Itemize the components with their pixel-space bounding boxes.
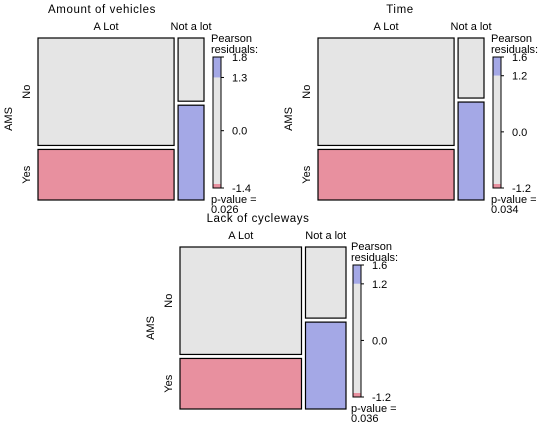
p-value: p-value = [211,194,257,206]
panel-title: Amount of vehicles [48,4,156,16]
mosaic-tile [37,37,175,147]
legend-negative-band [353,265,361,284]
legend-tick-label: 1.6 [372,260,387,272]
legend-tick-label: 1.2 [372,279,387,291]
legend-negative-band [493,57,501,76]
legend-title: residuals: [491,44,538,56]
p-value: 0.034 [491,204,519,216]
row-label: No [163,294,175,308]
row-variable-label: AMS [3,107,15,131]
legend-tick-label: 1.6 [512,52,527,64]
mosaic-tile [177,37,205,102]
legend-neutral-band [493,75,501,184]
legend-title: residuals: [351,252,398,264]
legend-tick-label: 1.3 [232,72,247,84]
legend-positive-band [213,184,221,188]
mosaic-panel-3: Lack of cycleways A Lot Not a lot No Yes AMS P… [145,213,398,425]
p-value: 0.036 [351,413,379,425]
mosaic-tile [179,357,303,410]
column-label: A Lot [94,21,119,33]
p-value: p-value = [351,403,397,415]
column-label: Not a lot [171,21,212,33]
legend-neutral-band [353,283,361,393]
legend-title: Pearson [351,241,392,253]
mosaic-tile [177,104,205,201]
mosaic-tile [317,37,455,147]
legend-neutral-band [213,77,221,184]
row-label: Yes [163,374,175,392]
mosaic-tile [457,37,485,99]
row-label: No [301,85,313,99]
mosaic-tile [317,148,455,201]
legend-negative-band [213,57,221,78]
legend-tick-label: 1.8 [232,52,247,64]
mosaic-tile [37,148,175,201]
panel-title: Time [386,4,414,16]
legend-bar-border [352,264,362,398]
legend-tick-label: 0.0 [512,127,527,139]
legend-tick-label: -1.2 [512,183,531,195]
row-label: Yes [301,165,313,183]
column-label: A Lot [228,230,253,242]
row-variable-label: AMS [145,316,157,340]
panel-title: Lack of cycleways [207,213,310,225]
row-label: Yes [21,165,33,183]
mosaic-tile [457,101,485,201]
legend-positive-band [353,393,361,397]
legend-tick-label: -1.2 [372,392,391,404]
mosaic-panel-1: Amount of vehicles A Lot Not a lot No Yes AMS… [3,4,258,216]
mosaic-panel-2: Time A Lot Not a lot No Yes AMS Pearsonresidua… [283,4,538,216]
row-variable-label: AMS [283,107,295,131]
legend-tick-label: -1.4 [232,183,251,195]
legend-tick-label: 0.0 [372,335,387,347]
legend-tick-label: 0.0 [232,126,247,138]
mosaic-tile [304,321,347,410]
p-value: p-value = [491,194,537,206]
column-label: A Lot [374,21,399,33]
legend-title: Pearson [211,33,252,45]
legend-bar-border [492,56,502,189]
mosaic-tile [179,246,303,356]
legend-tick-label: 1.2 [512,71,527,83]
column-label: Not a lot [451,21,492,33]
legend-title: Pearson [491,33,532,45]
mosaic-tile [304,246,347,319]
column-label: Not a lot [305,230,346,242]
row-label: No [21,85,33,99]
legend-positive-band [493,184,501,188]
p-value: 0.026 [211,204,239,216]
legend-bar-border [212,56,222,189]
legend-title: residuals: [211,44,258,56]
